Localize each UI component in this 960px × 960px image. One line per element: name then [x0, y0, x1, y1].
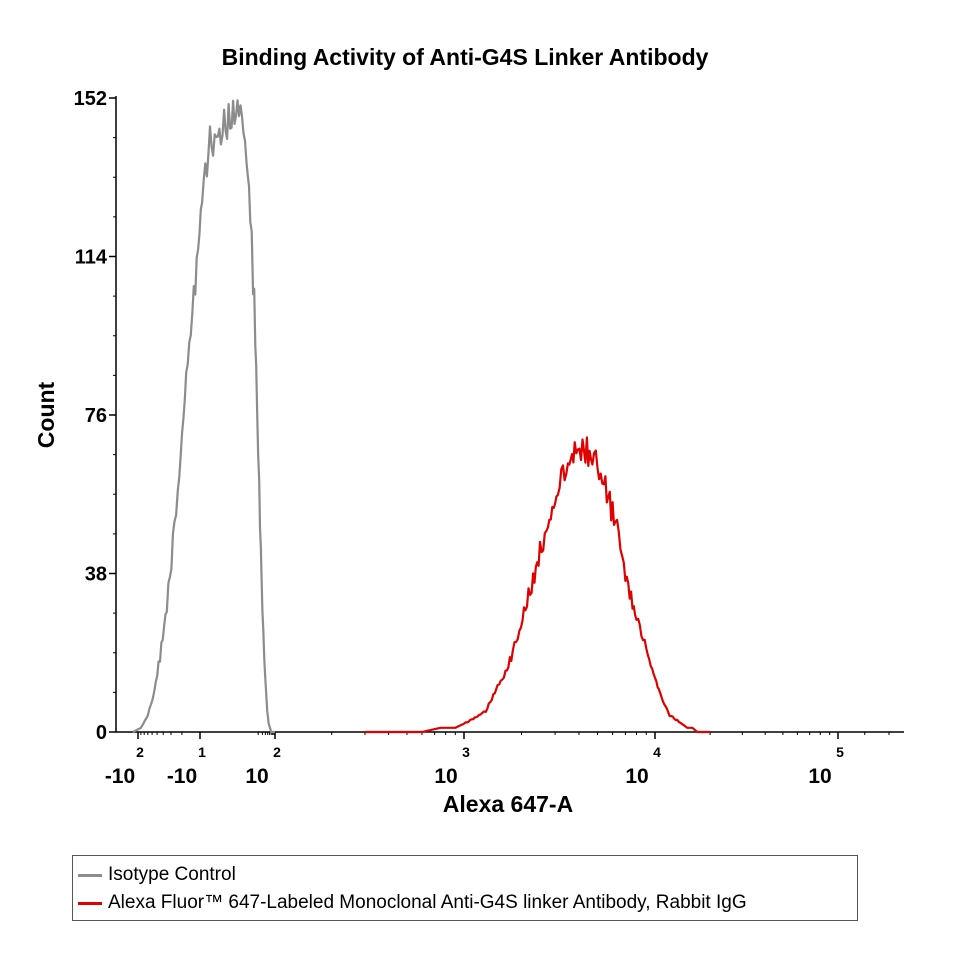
- legend-label-antibody: Alexa Fluor™ 647-Labeled Monoclonal Anti…: [108, 892, 747, 913]
- y-tick-label: 0: [96, 722, 107, 744]
- x-tick-label: -10: [105, 765, 135, 788]
- legend-label-isotype: Isotype Control: [108, 864, 236, 885]
- y-tick-label: 76: [85, 405, 107, 427]
- y-axis-label: Count: [33, 381, 59, 448]
- y-tick-label: 152: [74, 88, 107, 110]
- y-tick-label: 114: [75, 247, 108, 269]
- x-tick-label: 10: [245, 765, 268, 788]
- chart-title: Binding Activity of Anti-G4S Linker Anti…: [222, 44, 709, 70]
- legend-item-antibody: Alexa Fluor™ 647-Labeled Monoclonal Anti…: [73, 889, 857, 917]
- legend-item-isotype: Isotype Control: [73, 861, 857, 889]
- legend: Isotype Control Alexa Fluor™ 647-Labeled…: [72, 855, 858, 921]
- x-tick-exponent: 5: [836, 744, 844, 760]
- x-tick-label: 10: [434, 765, 457, 788]
- series-line-1: [365, 436, 711, 734]
- x-tick-exponent: 2: [136, 744, 144, 760]
- x-tick-label: 10: [808, 765, 831, 788]
- series-line-0: [132, 99, 276, 734]
- x-tick-label: -10: [167, 765, 197, 788]
- legend-swatch-isotype: [78, 873, 102, 877]
- x-tick-exponent: 4: [653, 744, 661, 760]
- legend-swatch-antibody: [78, 901, 102, 905]
- x-axis-label: Alexa 647-A: [443, 791, 573, 817]
- y-tick-label: 38: [85, 564, 107, 586]
- x-tick-exponent: 3: [462, 744, 470, 760]
- x-tick-exponent: 2: [273, 744, 281, 760]
- x-tick-label: 10: [625, 765, 648, 788]
- x-tick-exponent: 1: [198, 744, 206, 760]
